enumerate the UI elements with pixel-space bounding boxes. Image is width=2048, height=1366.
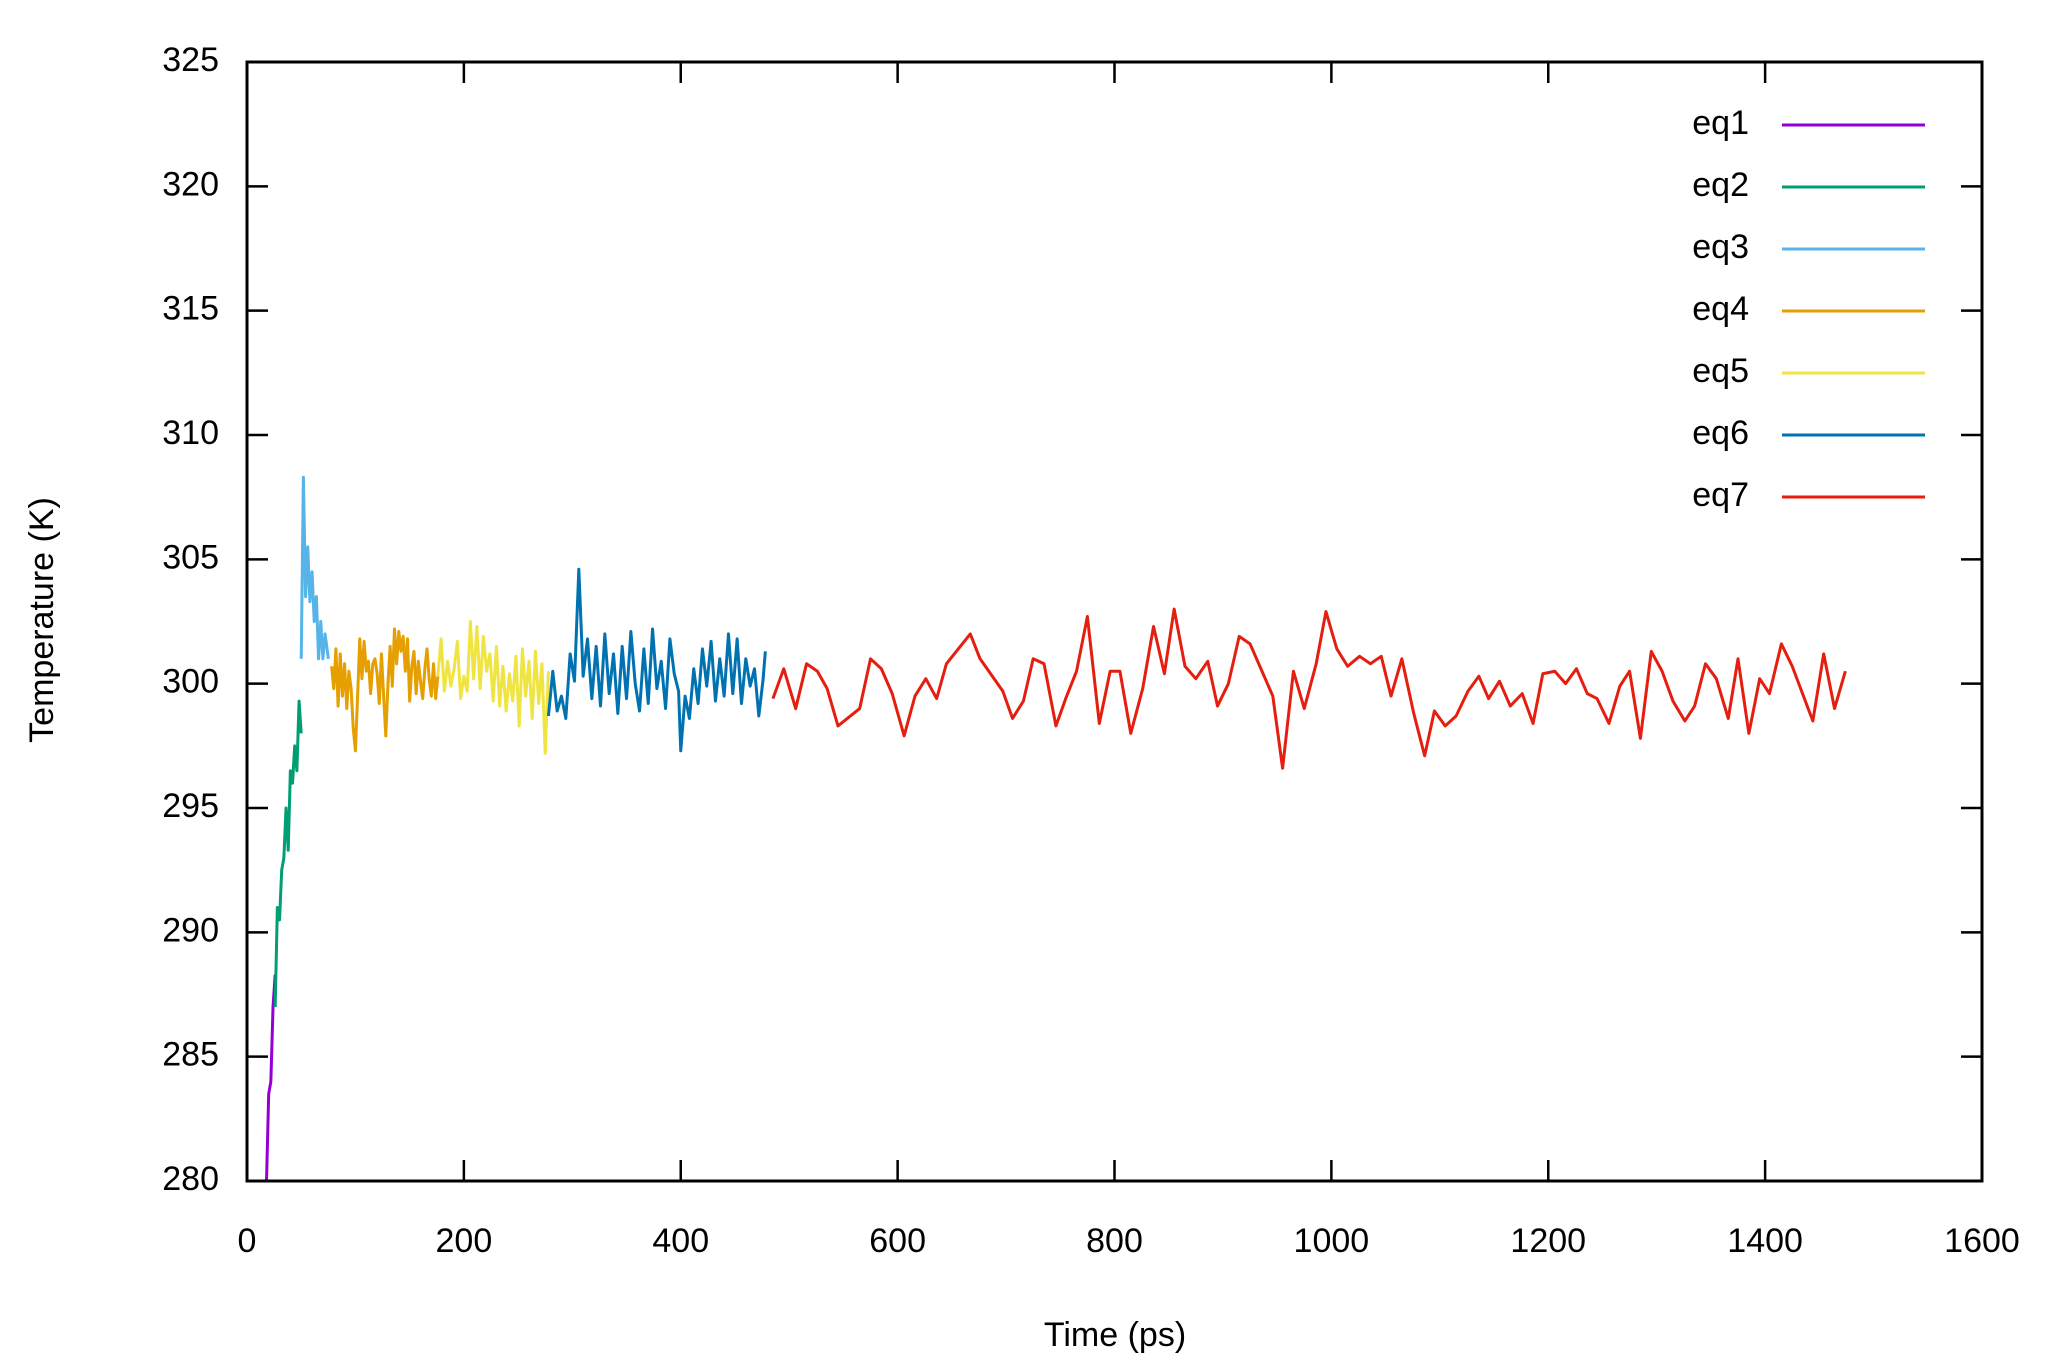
legend-label: eq1 (1692, 104, 1749, 142)
legend-label: eq2 (1692, 166, 1749, 204)
y-tick-label: 320 (162, 165, 219, 203)
y-tick-label: 300 (162, 663, 219, 701)
y-tick-label: 285 (162, 1036, 219, 1074)
x-tick-label: 400 (652, 1222, 709, 1260)
series-line (265, 974, 277, 1182)
x-tick-label: 800 (1086, 1222, 1143, 1260)
y-axis-label: Temperature (K) (23, 497, 61, 743)
x-tick-label: 0 (238, 1222, 257, 1260)
y-tick-label: 290 (162, 911, 219, 949)
series-line (330, 627, 440, 753)
legend-label: eq6 (1692, 414, 1749, 452)
series-line (436, 620, 550, 755)
y-tick-label: 305 (162, 538, 219, 576)
x-tick-label: 1600 (1944, 1222, 2020, 1260)
legend-label: eq5 (1692, 352, 1749, 390)
y-tick-label: 295 (162, 787, 219, 825)
y-tick-label: 325 (162, 41, 219, 79)
x-tick-label: 600 (869, 1222, 926, 1260)
plot-frame (245, 60, 1984, 1183)
x-tick-label: 1000 (1294, 1222, 1370, 1260)
y-tick-label: 310 (162, 414, 219, 452)
series-line (546, 567, 767, 753)
legend-label: eq7 (1692, 476, 1749, 514)
series-line (771, 607, 1847, 770)
legend-label: eq4 (1692, 290, 1749, 328)
y-tick-label: 280 (162, 1160, 219, 1198)
legend-label: eq3 (1692, 228, 1749, 266)
x-axis-label: Time (ps) (1044, 1316, 1186, 1354)
series-line (299, 475, 330, 661)
x-tick-label: 1400 (1727, 1222, 1803, 1260)
x-tick-label: 1200 (1510, 1222, 1586, 1260)
series-line (273, 699, 303, 1007)
y-tick-label: 315 (162, 290, 219, 328)
x-tick-label: 200 (436, 1222, 493, 1260)
